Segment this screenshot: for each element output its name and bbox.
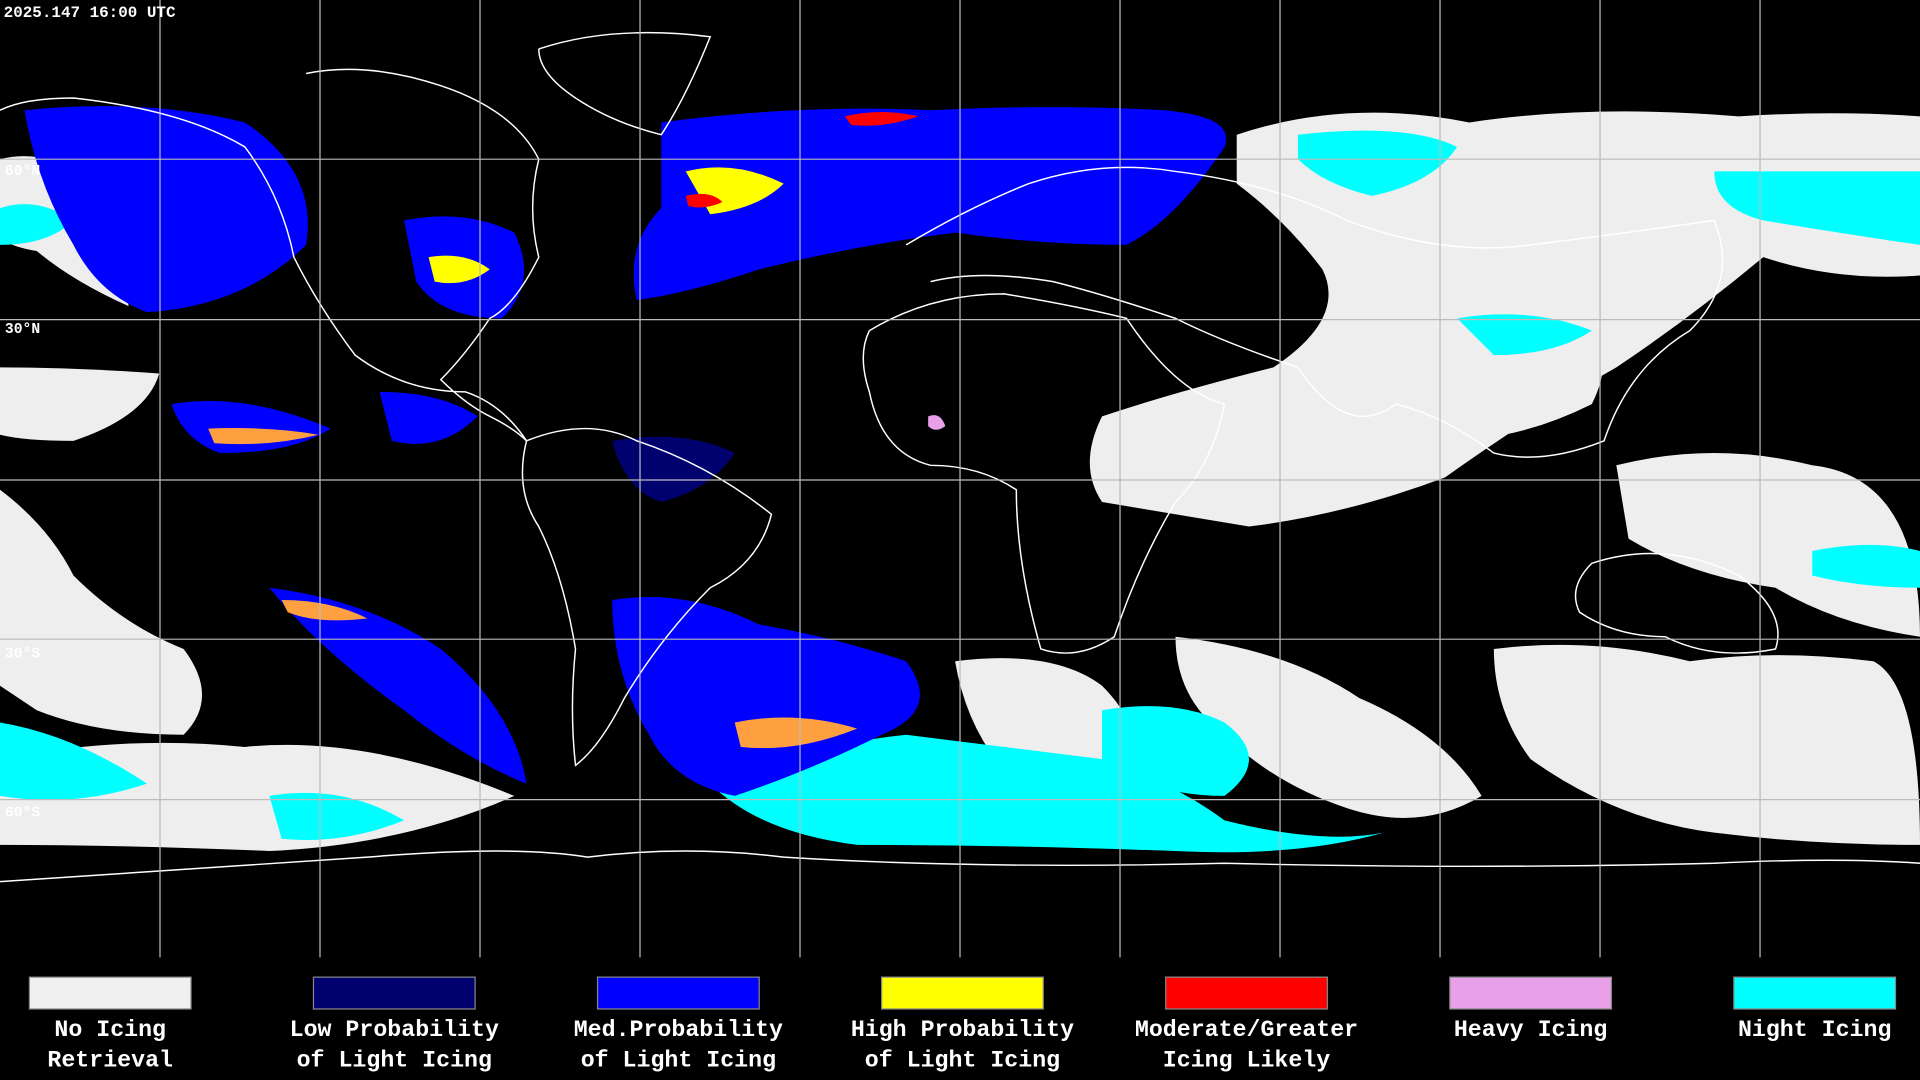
legend-label: Moderate/Greater (1135, 1017, 1358, 1043)
legend-swatch (596, 976, 760, 1010)
legend-swatch (1449, 976, 1613, 1010)
cloud-layer (0, 106, 1920, 853)
legend-label: Heavy Icing (1454, 1017, 1607, 1043)
south-america-coast (521, 427, 773, 767)
legend-swatch (312, 976, 476, 1010)
legend-label: Low Probability (290, 1017, 499, 1043)
latitude-label: 30°N (5, 322, 40, 338)
legend-swatch (28, 976, 192, 1010)
antarctica-coast (0, 850, 1920, 883)
legend-label: No Icing (54, 1017, 166, 1043)
coastlines (0, 31, 1920, 883)
eurasia-coast (905, 166, 1724, 458)
legend-label: of Light Icing (581, 1048, 776, 1074)
latitude-label: 30°S (5, 647, 40, 663)
timestamp: 2025.147 16:00 UTC (4, 4, 176, 22)
legend-label: High Probability (851, 1017, 1074, 1043)
legend-label: Med.Probability (574, 1017, 783, 1043)
greenland-coast (538, 31, 712, 136)
australia-coast (1574, 552, 1779, 654)
graticule (0, 0, 1920, 958)
legend-swatch (881, 976, 1044, 1010)
latitude-label: 60°S (5, 806, 40, 822)
legend-label: of Light Icing (297, 1048, 492, 1074)
legend-swatch (1165, 976, 1328, 1010)
latitude-label: 60°N (5, 164, 40, 180)
night-icing-area (0, 130, 1920, 853)
legend-swatch (1733, 976, 1897, 1010)
legend-label: Icing Likely (1163, 1048, 1330, 1074)
north-america-coast (0, 68, 540, 442)
africa-coast (862, 293, 1226, 654)
legend-label: Retrieval (47, 1048, 173, 1074)
latitude-labels: 60°N 30°N 30°S 60°S (5, 164, 40, 822)
legend-label: Night Icing (1738, 1017, 1891, 1043)
legend: No Icing Retrieval Low Probability of Light… (28, 976, 1897, 1074)
legend-label: of Light Icing (865, 1048, 1060, 1074)
icing-probability-area (24, 106, 1227, 796)
